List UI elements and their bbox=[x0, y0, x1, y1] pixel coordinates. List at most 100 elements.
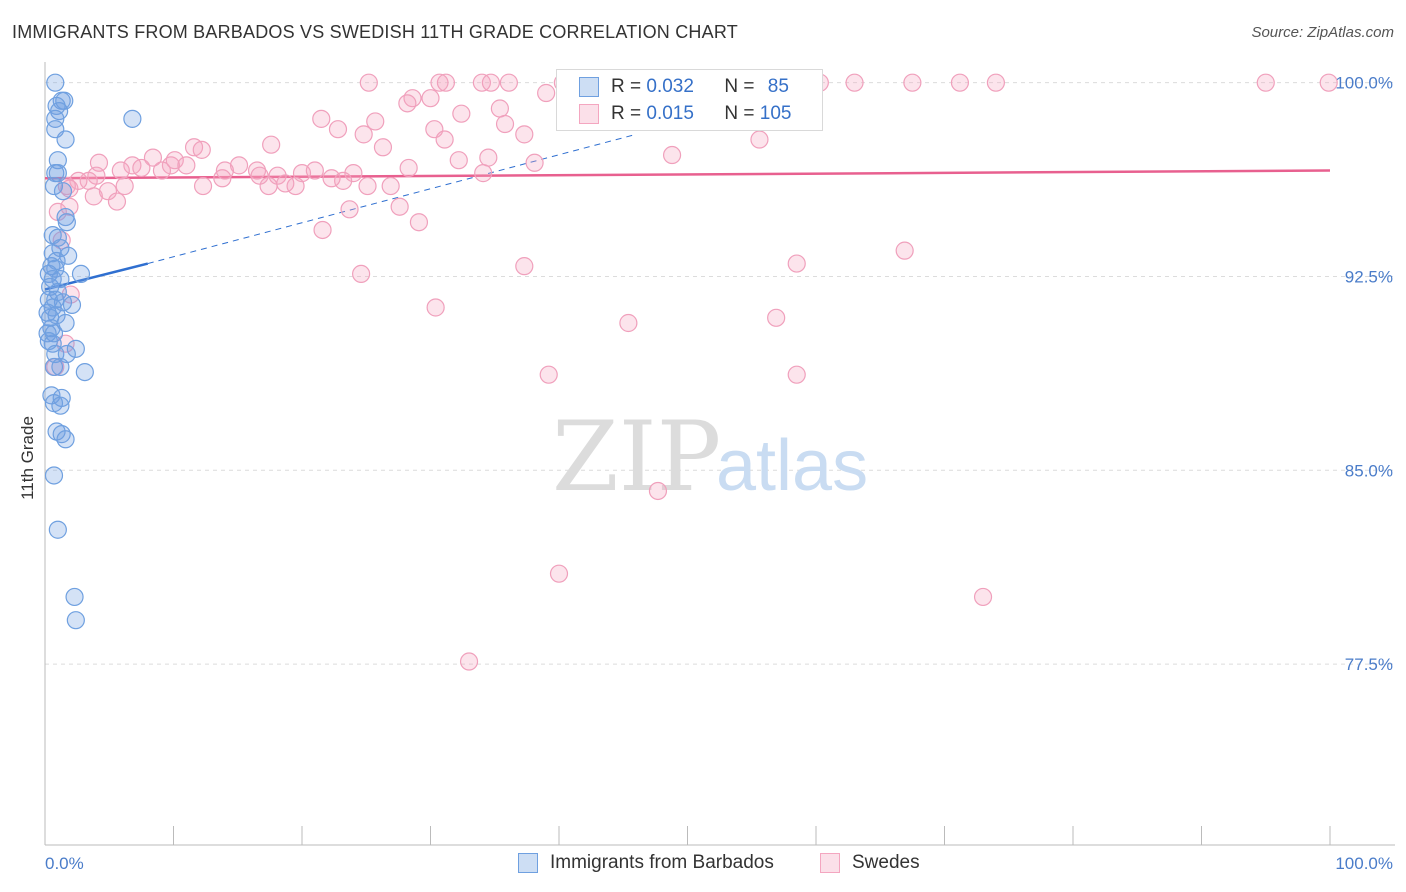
series-barbados-points bbox=[38, 73, 142, 630]
swedes-point bbox=[903, 73, 922, 92]
legend-n-value: 85 bbox=[767, 76, 789, 97]
barbados-point bbox=[71, 264, 91, 284]
legend-n-label: N = bbox=[724, 103, 755, 124]
correlation-legend: R = 0.032 N = 85 R = 0.015 N = 105 bbox=[556, 69, 823, 131]
swedes-point bbox=[525, 153, 544, 172]
swedes-point bbox=[474, 164, 493, 183]
swedes-point bbox=[132, 158, 151, 178]
swedes-point bbox=[381, 176, 400, 196]
swedes-point bbox=[192, 140, 211, 159]
barbados-point bbox=[51, 357, 70, 377]
barbados-point bbox=[65, 587, 84, 607]
swedes-point bbox=[115, 176, 134, 196]
swedes-point bbox=[459, 652, 479, 671]
barbados-point bbox=[44, 357, 64, 377]
y-tick-label: 85.0% bbox=[1345, 461, 1393, 480]
barbados-point bbox=[59, 246, 78, 265]
barbados-point bbox=[56, 130, 75, 149]
swedes-point bbox=[313, 220, 332, 240]
legend-r-label: R = bbox=[611, 76, 642, 97]
series-swatch-swedes bbox=[820, 853, 840, 873]
swedes-point bbox=[98, 182, 118, 201]
axis-labels: 77.5% 85.0% 92.5% 100.0% 0.0% 100.0% 11th Grad… bbox=[18, 74, 1393, 873]
swedes-point bbox=[193, 176, 213, 196]
swedes-point bbox=[334, 171, 353, 190]
barbados-point bbox=[66, 611, 85, 630]
barbados-point bbox=[56, 313, 75, 333]
data-points bbox=[38, 73, 1338, 671]
barbados-point bbox=[62, 295, 82, 315]
swedes-point bbox=[787, 254, 806, 273]
watermark-zip: ZIP bbox=[552, 401, 721, 513]
swedes-point bbox=[537, 83, 556, 103]
swedes-point bbox=[539, 365, 558, 384]
barbados-point bbox=[46, 73, 65, 92]
swedes-point bbox=[305, 161, 324, 180]
swedes-point bbox=[268, 166, 287, 185]
legend-n-label: N = bbox=[724, 76, 755, 97]
barbados-trend-extension bbox=[147, 133, 637, 265]
swedes-point bbox=[229, 156, 249, 175]
barbados-point bbox=[57, 213, 76, 232]
swedes-point bbox=[358, 176, 377, 196]
swedes-point bbox=[60, 197, 79, 216]
swedes-point bbox=[359, 73, 378, 92]
legend-swatch-barbados bbox=[579, 77, 599, 97]
barbados-point bbox=[51, 396, 70, 415]
legend-r-value: 0.015 bbox=[646, 103, 694, 124]
swedes-point bbox=[435, 130, 454, 149]
swedes-point bbox=[84, 187, 103, 206]
swedes-point bbox=[340, 200, 359, 219]
y-axis-label: 11th Grade bbox=[18, 416, 37, 500]
y-tick-label: 92.5% bbox=[1345, 267, 1393, 286]
gridlines bbox=[45, 82, 1395, 665]
swedes-point bbox=[403, 89, 422, 108]
swedes-point bbox=[398, 94, 417, 113]
swedes-point bbox=[648, 481, 668, 501]
swedes-point bbox=[973, 587, 993, 607]
swedes-point bbox=[479, 148, 498, 167]
barbados-point bbox=[56, 430, 75, 449]
series-legend-item-barbados[interactable]: Immigrants from Barbados bbox=[518, 852, 774, 874]
x-tick-label: 100.0% bbox=[1335, 854, 1393, 873]
swedes-point bbox=[515, 125, 534, 144]
barbados-point bbox=[48, 520, 67, 539]
swedes-point bbox=[986, 73, 1006, 92]
swedes-point bbox=[373, 138, 393, 157]
swedes-point bbox=[107, 192, 127, 211]
y-tick-label: 100.0% bbox=[1335, 74, 1393, 93]
swedes-point bbox=[152, 161, 172, 180]
swedes-point bbox=[177, 156, 196, 175]
axes bbox=[44, 62, 1395, 846]
barbados-point bbox=[44, 176, 64, 196]
swedes-point bbox=[262, 135, 281, 154]
swedes-point bbox=[1319, 73, 1338, 92]
series-legend-item-swedes[interactable]: Swedes bbox=[820, 852, 920, 874]
swedes-point bbox=[250, 166, 269, 185]
swedes-point bbox=[328, 120, 348, 139]
swedes-point bbox=[499, 73, 518, 92]
barbados-point bbox=[66, 339, 85, 358]
barbados-point bbox=[123, 109, 142, 128]
watermark-atlas: atlas bbox=[716, 426, 868, 506]
swedes-point bbox=[213, 169, 232, 188]
swedes-point bbox=[549, 564, 569, 583]
swedes-point bbox=[143, 148, 163, 167]
swedes-point bbox=[662, 145, 682, 165]
series-label-barbados: Immigrants from Barbados bbox=[550, 852, 774, 873]
barbados-point bbox=[43, 334, 62, 353]
swedes-point bbox=[750, 130, 769, 149]
swedes-point bbox=[390, 197, 409, 216]
source-label: Source: ZipAtlas.com bbox=[1251, 24, 1394, 41]
swedes-point bbox=[322, 169, 341, 188]
swedes-trend-line bbox=[44, 169, 1331, 180]
swedes-point bbox=[767, 308, 786, 327]
swedes-point bbox=[409, 213, 429, 232]
swedes-point bbox=[845, 73, 864, 92]
swedes-point bbox=[276, 174, 295, 193]
legend-n-value: 105 bbox=[759, 103, 792, 124]
legend-swatch-swedes bbox=[579, 104, 599, 124]
barbados-point bbox=[53, 182, 73, 201]
swedes-point bbox=[111, 161, 130, 180]
